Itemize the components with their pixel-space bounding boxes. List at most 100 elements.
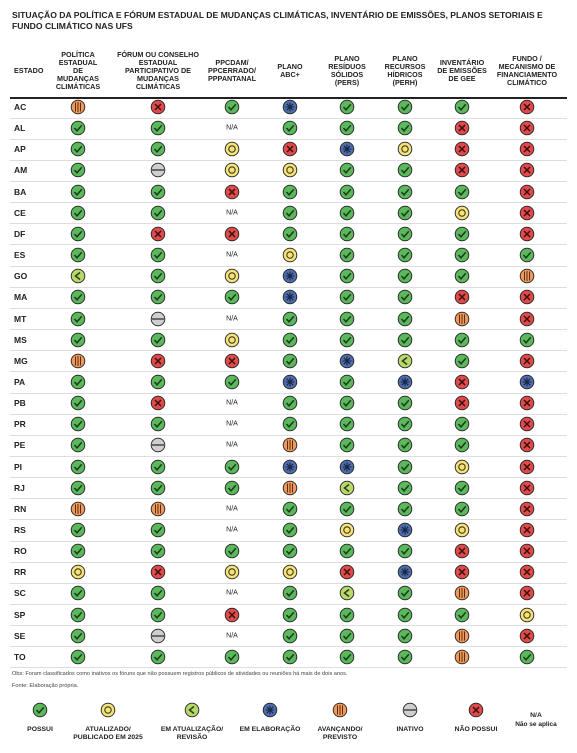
status-icon: [519, 585, 535, 601]
state: RO: [14, 546, 27, 557]
status-icon: [519, 628, 535, 644]
status-icon: [397, 268, 413, 284]
status-icon: [150, 226, 166, 242]
status-icon: [339, 459, 355, 475]
status-icon: [150, 99, 166, 115]
row-divider: [10, 138, 567, 140]
status-icon: [70, 522, 86, 538]
status-icon: [519, 247, 535, 263]
status-icon: [397, 585, 413, 601]
column-header: PPCDAM/ PPCERRADO/ PPPANTANAL: [207, 58, 257, 83]
state: ES: [14, 250, 26, 261]
row-divider: [10, 519, 567, 521]
status-icon: [282, 162, 298, 178]
status-icon: [454, 522, 470, 538]
status-icon: [224, 374, 240, 390]
state: AL: [14, 123, 26, 134]
status-icon: [70, 459, 86, 475]
status-icon: [519, 141, 535, 157]
state: AM: [14, 165, 28, 176]
status-icon: [282, 226, 298, 242]
status-icon: [282, 99, 298, 115]
status-icon: [150, 649, 166, 665]
status-icon: [339, 162, 355, 178]
status-icon: [519, 184, 535, 200]
status-icon: [70, 501, 86, 517]
status-icon: [454, 480, 470, 496]
legend-icon: [184, 702, 200, 718]
status-icon: [339, 332, 355, 348]
status-icon: [224, 268, 240, 284]
status-icon: [519, 395, 535, 411]
status-icon: [519, 374, 535, 390]
legend-label: POSSUI: [27, 726, 53, 733]
status-icon: [224, 184, 240, 200]
not-applicable: N/A: [226, 315, 238, 322]
note: Fonte: Elaboração própria.: [12, 683, 79, 689]
status-icon: [519, 480, 535, 496]
status-icon: [282, 353, 298, 369]
status-icon: [339, 437, 355, 453]
status-icon: [150, 395, 166, 411]
legend-icon: [100, 702, 116, 718]
status-icon: [519, 543, 535, 559]
not-applicable: N/A: [226, 124, 238, 132]
not-applicable: N/A: [226, 399, 238, 407]
status-icon: [454, 585, 470, 601]
row-divider: [10, 625, 567, 627]
status-icon: [519, 437, 535, 453]
status-icon: [70, 311, 86, 327]
status-icon: [282, 416, 298, 432]
status-icon: [339, 268, 355, 284]
title: SITUAÇÃO DA POLÍTICA E FÓRUM ESTADUAL DE…: [12, 10, 543, 31]
status-icon: [397, 247, 413, 263]
column-header: PLANO RESÍDUOS SÓLIDOS (PERS): [328, 54, 366, 87]
state: PA: [14, 376, 26, 387]
state: AC: [14, 102, 27, 112]
state: MA: [14, 292, 28, 303]
status-icon: [339, 247, 355, 263]
status-icon: [339, 99, 355, 115]
state: RN: [14, 503, 27, 514]
state: RJ: [14, 482, 25, 493]
status-icon: [150, 607, 166, 623]
status-icon: [224, 226, 240, 242]
row-divider: [10, 181, 567, 183]
status-icon: [519, 459, 535, 475]
status-icon: [150, 480, 166, 496]
state: SE: [14, 630, 26, 641]
status-icon: [519, 649, 535, 665]
state: RS: [14, 525, 26, 535]
state: SC: [14, 588, 26, 599]
status-icon: [339, 649, 355, 665]
status-icon: [339, 289, 355, 305]
state: BA: [14, 186, 27, 197]
row-divider: [10, 223, 567, 225]
status-icon: [519, 120, 535, 136]
row-divider: [10, 413, 567, 415]
status-icon: [397, 459, 413, 475]
row-divider: [10, 646, 567, 648]
status-icon: [282, 522, 298, 538]
header-rule: [10, 97, 567, 99]
row-divider: [10, 392, 567, 394]
status-icon: [397, 416, 413, 432]
status-icon: [70, 99, 86, 115]
status-icon: [150, 247, 166, 263]
status-icon: [70, 585, 86, 601]
status-icon: [339, 374, 355, 390]
row-divider: [10, 329, 567, 331]
status-icon: [454, 205, 470, 221]
status-icon: [397, 120, 413, 136]
status-icon: [282, 395, 298, 411]
status-icon: [282, 564, 298, 580]
status-icon: [70, 437, 86, 453]
status-icon: [519, 162, 535, 178]
state: PI: [14, 461, 23, 472]
row-divider: [10, 286, 567, 288]
status-icon: [339, 501, 355, 517]
status-icon: [282, 480, 298, 496]
status-icon: [397, 289, 413, 305]
status-icon: [397, 184, 413, 200]
